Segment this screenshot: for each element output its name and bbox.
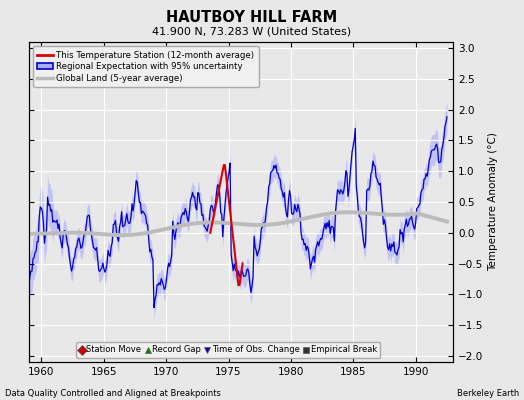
Text: Data Quality Controlled and Aligned at Breakpoints: Data Quality Controlled and Aligned at B…	[5, 389, 221, 398]
Text: Berkeley Earth: Berkeley Earth	[456, 389, 519, 398]
Text: HAUTBOY HILL FARM: HAUTBOY HILL FARM	[166, 10, 337, 25]
Text: 41.900 N, 73.283 W (United States): 41.900 N, 73.283 W (United States)	[152, 26, 351, 36]
Legend: Station Move, Record Gap, Time of Obs. Change, Empirical Break: Station Move, Record Gap, Time of Obs. C…	[77, 342, 380, 358]
Y-axis label: Temperature Anomaly (°C): Temperature Anomaly (°C)	[488, 132, 498, 272]
